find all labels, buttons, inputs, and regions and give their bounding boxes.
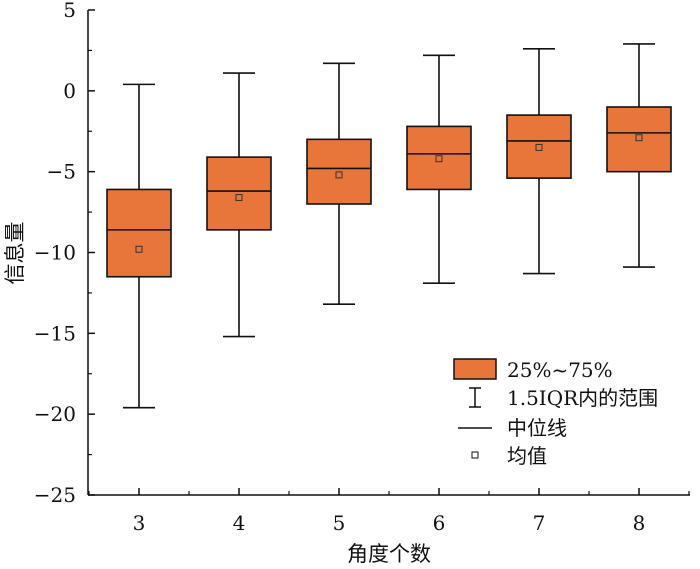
y-tick-label: −25 [34, 483, 76, 507]
mean-marker [235, 194, 243, 202]
y-tick-label: −10 [34, 241, 76, 265]
box-group-8 [606, 43, 672, 268]
legend-median-label: 中位线 [507, 416, 567, 440]
x-axis-title: 角度个数 [347, 542, 431, 566]
iqr-box [506, 114, 572, 179]
mean-marker [435, 155, 443, 163]
y-tick-label: −5 [47, 160, 76, 184]
y-tick-label: −20 [34, 402, 76, 426]
legend: 25%~75% 1.5IQR内的范围 中位线 均值 [453, 358, 658, 468]
x-tick-label: 8 [633, 511, 646, 535]
mean-marker [335, 171, 343, 179]
y-tick-label: −15 [34, 321, 76, 345]
box-group-6 [406, 54, 472, 285]
mean-marker [135, 245, 143, 253]
box-group-7 [506, 47, 572, 275]
legend-mean-icon [471, 451, 479, 459]
y-tick-label: 5 [63, 0, 76, 22]
y-tick-label: 0 [63, 79, 76, 103]
mean-marker [635, 134, 643, 142]
legend-whisker-label: 1.5IQR内的范围 [507, 386, 658, 410]
box-group-4 [206, 72, 272, 338]
iqr-box [406, 125, 472, 191]
legend-whisker-icon [469, 387, 481, 408]
box-group-5 [306, 62, 372, 306]
legend-mean-label: 均值 [507, 444, 547, 468]
boxes [106, 43, 672, 409]
iqr-box [606, 106, 672, 173]
box-group-3 [106, 83, 172, 409]
legend-box-label: 25%~75% [507, 358, 613, 382]
x-tick-label: 3 [133, 511, 146, 535]
iqr-box [206, 156, 272, 231]
x-ticks: 3 4 5 6 7 8 [88, 488, 690, 535]
x-tick-label: 5 [333, 511, 346, 535]
x-tick-label: 7 [533, 511, 546, 535]
y-axis-title: 信息量 [3, 222, 27, 285]
axes [87, 10, 690, 496]
legend-box-swatch [453, 358, 497, 380]
x-tick-label: 6 [433, 511, 446, 535]
mean-marker [535, 143, 543, 151]
x-tick-label: 4 [233, 511, 246, 535]
iqr-box [106, 188, 172, 278]
y-ticks: 5 0 −5 −10 −15 −20 −25 [34, 0, 95, 507]
